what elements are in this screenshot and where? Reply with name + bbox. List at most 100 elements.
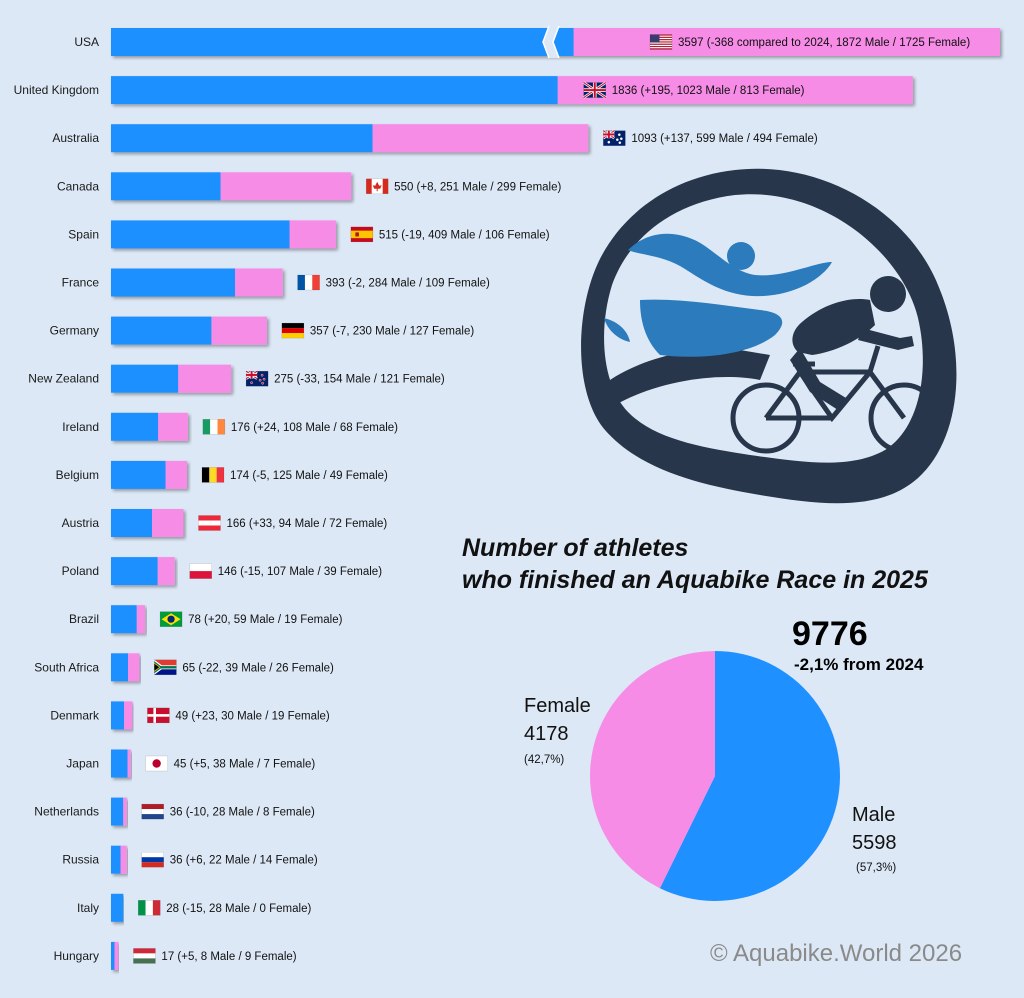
bar-value-label: 275 (-33, 154 Male / 121 Female) — [274, 374, 445, 386]
japan-flag-icon — [145, 755, 168, 772]
ireland-flag-icon — [202, 419, 226, 435]
gender-pie-chart — [590, 651, 840, 901]
female-bar-segment — [235, 268, 283, 297]
country-label: Russia — [62, 853, 99, 867]
bar-row: Poland 146 (-15, 107 Male / 39 Female) — [62, 557, 382, 586]
female-bar-segment — [211, 316, 267, 345]
bar-row: France 393 (-2, 284 Male / 109 Female) — [62, 268, 490, 297]
chart-title-line1: Number of athletes — [462, 534, 689, 562]
denmark-flag-icon — [147, 707, 170, 724]
bar-value-label: 17 (+5, 8 Male / 9 Female) — [161, 951, 296, 963]
netherlands-flag-icon — [141, 803, 164, 820]
female-slice-value: 4178 — [524, 723, 569, 745]
bar-value-label: 65 (-22, 39 Male / 26 Female) — [182, 662, 334, 674]
male-bar-segment — [111, 893, 124, 922]
bar-value-label: 3597 (-368 compared to 2024, 1872 Male /… — [678, 37, 970, 49]
bar-row: Austria 166 (+33, 94 Male / 72 Female) — [62, 509, 387, 537]
bar-row: Brazil 78 (+20, 59 Male / 19 Female) — [69, 605, 343, 634]
country-label: South Africa — [34, 660, 99, 674]
bar-value-label: 49 (+23, 30 Male / 19 Female) — [175, 710, 330, 722]
germany-flag-icon — [281, 322, 305, 339]
bar-value-label: 357 (-7, 230 Male / 127 Female) — [310, 326, 474, 338]
bar-row: New Zealand 275 (-33, 154 Male / 121 Fema… — [28, 364, 445, 393]
spain-flag-icon — [350, 226, 374, 243]
country-label: United Kingdom — [14, 83, 99, 97]
female-bar-segment — [123, 797, 127, 826]
axis-break-marker — [543, 26, 559, 58]
male-slice-name: Male — [852, 804, 896, 826]
female-bar-segment — [127, 749, 131, 778]
swim-bike-logo-icon — [581, 168, 957, 504]
country-label: Denmark — [50, 708, 100, 722]
male-bar-segment — [111, 941, 115, 970]
bar-value-label: 550 (+8, 251 Male / 299 Female) — [394, 181, 561, 193]
male-bar-segment — [111, 124, 373, 153]
bar-row: Australia 1093 (+137, 599 Male / 494 Fema… — [52, 124, 818, 153]
belgium-flag-icon — [201, 467, 225, 483]
female-bar-segment — [124, 701, 133, 730]
france-flag-icon — [297, 274, 320, 291]
bar-value-label: 393 (-2, 284 Male / 109 Female) — [326, 278, 490, 290]
country-label: Poland — [62, 564, 99, 578]
bar-row: Italy 28 (-15, 28 Male / 0 Female) — [77, 893, 311, 922]
country-label: Canada — [57, 179, 99, 193]
female-bar-segment — [220, 172, 352, 201]
country-label: Hungary — [54, 949, 99, 963]
male-bar-segment — [111, 557, 158, 586]
female-bar-segment — [157, 557, 175, 586]
male-bar-segment — [111, 220, 290, 249]
female-bar-segment — [152, 509, 184, 537]
male-slice-percent: (57,3%) — [856, 862, 897, 874]
male-bar-segment — [111, 268, 236, 297]
male-bar-segment — [111, 509, 153, 537]
australia-flag-icon — [602, 129, 626, 146]
country-label: Spain — [68, 227, 99, 241]
poland-flag-icon — [189, 563, 213, 579]
bar-value-label: 146 (-15, 107 Male / 39 Female) — [218, 566, 382, 578]
female-bar-segment — [289, 220, 336, 249]
country-label: Austria — [62, 516, 100, 530]
female-slice-percent: (42,7%) — [524, 754, 565, 766]
country-label: Australia — [52, 131, 99, 145]
bar-row: United Kingdom 1836 (+195, 1023 Male / 81… — [14, 76, 913, 105]
bar-value-label: 28 (-15, 28 Male / 0 Female) — [166, 903, 311, 915]
male-bar-segment — [111, 172, 221, 201]
female-slice-name: Female — [524, 695, 591, 717]
chart-title-line2: who finished an Aquabike Race in 2025 — [462, 566, 928, 594]
country-label: Italy — [77, 901, 99, 915]
brazil-flag-icon — [159, 611, 183, 627]
female-bar-segment — [120, 845, 127, 874]
country-label: France — [62, 276, 100, 290]
bar-value-label: 174 (-5, 125 Male / 49 Female) — [230, 470, 388, 482]
bar-row: Netherlands 36 (-10, 28 Male / 8 Female) — [34, 797, 315, 826]
female-bar-segment — [573, 28, 1000, 56]
country-label: USA — [74, 35, 99, 49]
country-label: Germany — [50, 324, 99, 338]
male-bar-segment — [111, 701, 125, 730]
bar-value-label: 166 (+33, 94 Male / 72 Female) — [226, 518, 387, 530]
bar-value-label: 176 (+24, 108 Male / 68 Female) — [231, 422, 398, 434]
bar-row: Belgium 174 (-5, 125 Male / 49 Female) — [56, 460, 388, 489]
bar-value-label: 45 (+5, 38 Male / 7 Female) — [174, 759, 316, 771]
country-label: Netherlands — [34, 805, 99, 819]
bar-row: Ireland 176 (+24, 108 Male / 68 Female) — [62, 412, 398, 441]
austria-flag-icon — [198, 515, 221, 531]
total-athletes-value: 9776 — [792, 615, 868, 653]
male-slice-value: 5598 — [852, 832, 897, 854]
male-bar-segment — [111, 653, 129, 682]
male-bar-segment — [111, 316, 212, 345]
female-bar-segment — [136, 605, 146, 634]
uk-flag-icon — [583, 81, 607, 99]
female-bar-segment — [178, 364, 232, 393]
bar-value-label: 78 (+20, 59 Male / 19 Female) — [188, 614, 343, 626]
copyright-text: © Aquabike.World 2026 — [710, 940, 963, 967]
country-label: Ireland — [62, 420, 99, 434]
bar-value-label: 1836 (+195, 1023 Male / 813 Female) — [612, 85, 805, 97]
bar-row: South Africa 65 (-22, 39 Male / 26 Female… — [34, 653, 334, 682]
bar-row: Hungary 17 (+5, 8 Male / 9 Female) — [54, 941, 297, 970]
bar-row: Denmark 49 (+23, 30 Male / 19 Female) — [50, 701, 330, 730]
bar-value-label: 36 (+6, 22 Male / 14 Female) — [170, 855, 318, 867]
female-pie-slice — [590, 651, 715, 889]
male-pie-slice — [659, 651, 840, 901]
bar-row: Germany 357 (-7, 230 Male / 127 Female) — [50, 316, 474, 345]
